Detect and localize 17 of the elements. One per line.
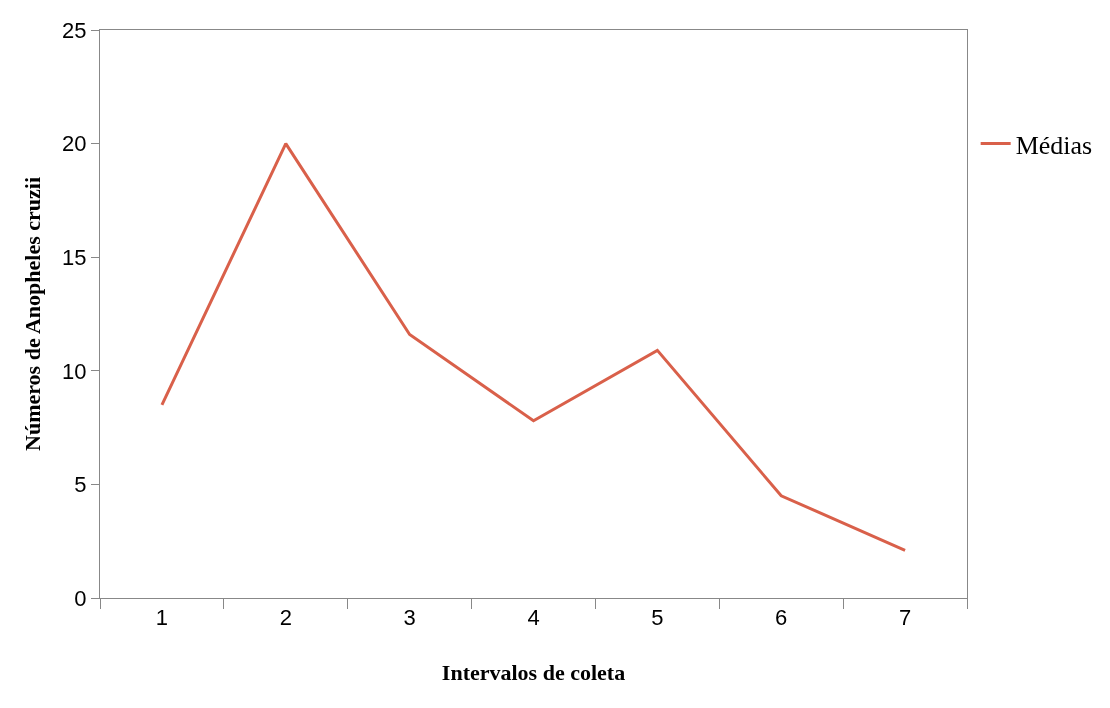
y-tick-label: 10 (62, 358, 87, 384)
line-series (160, 142, 907, 552)
y-tick-label: 25 (62, 17, 87, 43)
x-tick-label: 1 (155, 605, 169, 631)
y-tick-label: 5 (74, 472, 87, 498)
legend-label: Médias (1015, 130, 1093, 160)
y-tick-label: 0 (74, 585, 87, 611)
x-tick-label: 3 (403, 605, 416, 631)
x-tick-label: 7 (898, 605, 912, 631)
x-tick-label: 2 (279, 605, 292, 631)
x-axis-title: Intervalos de coleta (441, 660, 626, 686)
y-axis-title: Números de Anopheles cruzii (19, 177, 45, 451)
y-tick-label: 15 (62, 244, 87, 270)
x-tick-label: 5 (651, 605, 664, 631)
y-tick-label: 20 (62, 131, 87, 157)
x-tick-label: 4 (527, 605, 540, 631)
x-tick-label: 6 (775, 605, 788, 631)
